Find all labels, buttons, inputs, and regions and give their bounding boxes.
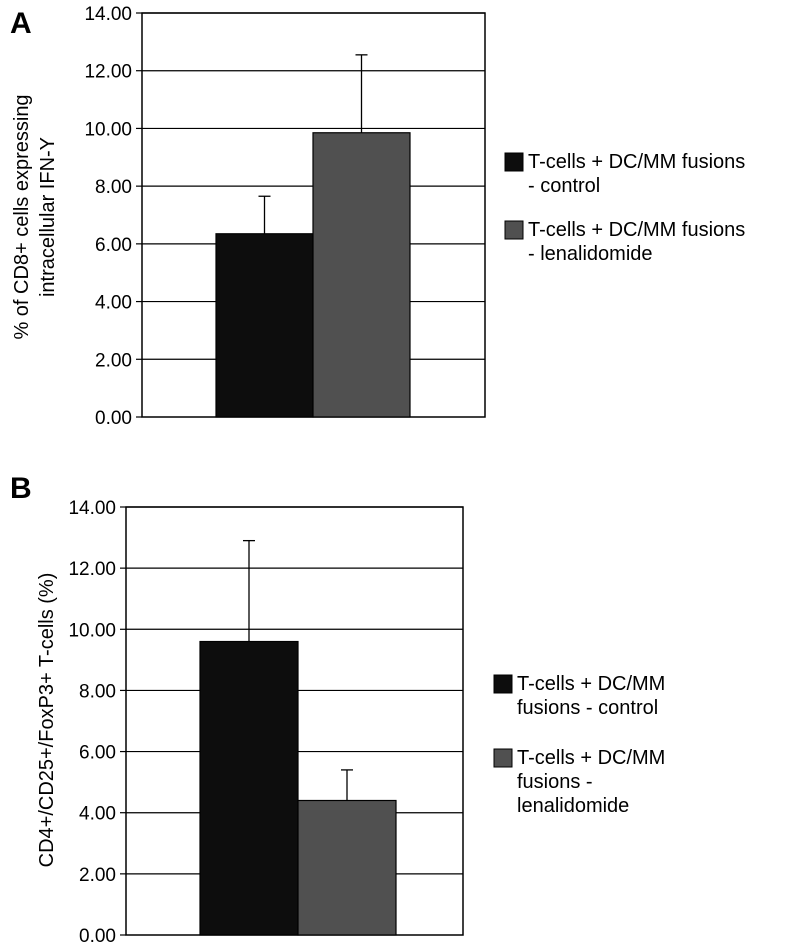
- y-tick-label-a: 4.00: [95, 293, 132, 314]
- y-axis-title-a: intracellular IFN-Y: [37, 137, 59, 297]
- bar-a-2: [312, 132, 411, 418]
- y-tick-label-b: 14.00: [68, 498, 116, 519]
- y-tick-label-a: 0.00: [95, 408, 132, 429]
- y-tick-label-b: 2.00: [79, 865, 116, 886]
- legend-label-b-2: lenalidomide: [517, 795, 629, 817]
- y-tick-label-a: 6.00: [95, 235, 132, 256]
- y-axis-title-b: CD4+/CD25+/FoxP3+ T-cells (%): [36, 573, 58, 868]
- legend-label-b-1: T-cells + DC/MM: [517, 673, 665, 695]
- legend-swatch-b-2: [493, 748, 513, 768]
- legend-swatch-b-1: [493, 674, 513, 694]
- y-tick-label-b: 4.00: [79, 804, 116, 825]
- y-tick-label-a: 8.00: [95, 177, 132, 198]
- legend-label-b-2: fusions -: [517, 771, 593, 793]
- bar-b-1: [199, 640, 299, 936]
- y-tick-label-b: 12.00: [68, 559, 116, 580]
- bar-a-1: [215, 233, 314, 418]
- y-tick-label-b: 6.00: [79, 743, 116, 764]
- y-tick-label-a: 12.00: [84, 62, 132, 83]
- y-tick-label-b: 8.00: [79, 681, 116, 702]
- legend-label-b-1: fusions - control: [517, 697, 658, 719]
- panel-label-b: B: [10, 472, 32, 505]
- legend-label-a-2: - lenalidomide: [528, 243, 653, 265]
- y-tick-label-a: 10.00: [84, 119, 132, 140]
- y-tick-label-a: 14.00: [84, 4, 132, 25]
- y-axis-title-a: % of CD8+ cells expressing: [11, 94, 33, 339]
- legend-label-a-1: - control: [528, 175, 600, 197]
- y-tick-label-b: 10.00: [68, 620, 116, 641]
- bar-b-2: [297, 799, 397, 936]
- legend-swatch-a-1: [504, 152, 524, 172]
- legend-label-b-2: T-cells + DC/MM: [517, 747, 665, 769]
- legend-label-a-1: T-cells + DC/MM fusions: [528, 151, 745, 173]
- legend-swatch-a-2: [504, 220, 524, 240]
- y-tick-label-b: 0.00: [79, 926, 116, 945]
- y-tick-label-a: 2.00: [95, 350, 132, 371]
- legend-label-a-2: T-cells + DC/MM fusions: [528, 219, 745, 241]
- panel-label-a: A: [10, 7, 32, 40]
